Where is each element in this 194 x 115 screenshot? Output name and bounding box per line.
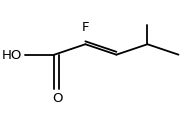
Text: O: O xyxy=(52,91,62,104)
Text: F: F xyxy=(82,21,89,34)
Text: HO: HO xyxy=(1,49,22,62)
